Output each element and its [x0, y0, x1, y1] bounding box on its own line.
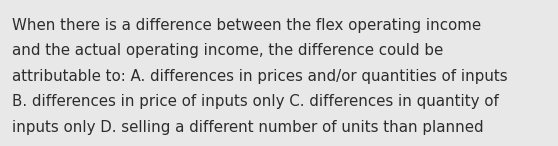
Text: and the actual operating income, the difference could be: and the actual operating income, the dif… — [12, 43, 444, 58]
Text: inputs only D. selling a different number of units than planned: inputs only D. selling a different numbe… — [12, 120, 484, 135]
Text: attributable to: A. differences in prices and/or quantities of inputs: attributable to: A. differences in price… — [12, 69, 508, 84]
Text: B. differences in price of inputs only C. differences in quantity of: B. differences in price of inputs only C… — [12, 94, 499, 109]
Text: When there is a difference between the flex operating income: When there is a difference between the f… — [12, 18, 482, 33]
